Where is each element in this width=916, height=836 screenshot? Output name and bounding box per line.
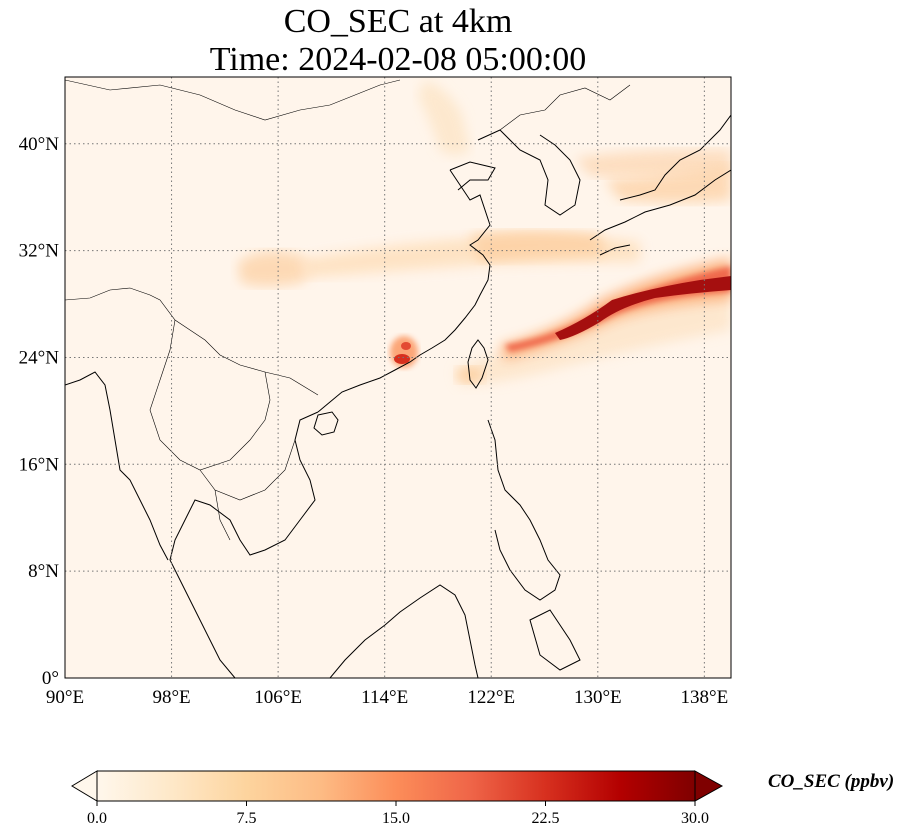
plume-east-coast [470, 231, 605, 262]
map-title: CO_SEC at 4km [283, 3, 513, 40]
lon-tick-label: 106°E [254, 687, 302, 708]
border-korea [499, 84, 631, 131]
lon-tick-label: 138°E [681, 687, 729, 708]
coastline-shandong [449, 161, 496, 191]
colorbar-min-extension [71, 770, 98, 802]
lon-tick-label: 130°E [574, 687, 622, 708]
plume-southeast-haze [455, 285, 731, 385]
lat-tick-label: 40°N [19, 134, 60, 155]
lon-tick-label: 98°E [152, 687, 190, 708]
latitude-ticks: 0° 8°N 16°N 24°N 32°N 40°N [19, 134, 60, 689]
colorbar-label: CO_SEC (ppbv) [768, 771, 894, 792]
plume-taiwan-strait-core [394, 354, 410, 364]
plume-sichuan [238, 251, 310, 287]
lon-tick-label: 114°E [361, 687, 408, 708]
colorbar-tick-label: 22.5 [532, 810, 560, 827]
plume-north [418, 80, 470, 155]
plume-japan-band [575, 149, 731, 177]
colorbar-max-extension [694, 770, 724, 802]
plume-taiwan-strait-core-2 [401, 342, 411, 350]
lon-tick-label: 90°E [46, 687, 84, 708]
coastline-taiwan [467, 339, 489, 389]
coastline-hainan [313, 411, 339, 436]
coastline-philippines [487, 419, 581, 671]
coastlines-borders [65, 79, 731, 678]
coastline-borneo [329, 584, 479, 678]
plume-east-china-sea-core [555, 276, 731, 340]
lat-tick-label: 24°N [19, 347, 60, 368]
lat-tick-label: 32°N [19, 241, 60, 262]
longitude-ticks: 90°E 98°E 106°E 114°E 122°E 130°E 138°E [46, 687, 728, 708]
border-north [65, 79, 401, 121]
colorbar-gradient [97, 771, 695, 801]
coastline-japan [589, 114, 731, 256]
map-frame [64, 76, 732, 679]
coastline-indochina [169, 411, 319, 678]
coastline-china [317, 169, 491, 413]
colorbar-tick-label: 15.0 [382, 810, 410, 827]
lon-tick-label: 122°E [467, 687, 515, 708]
plume-layer [238, 80, 731, 385]
lat-tick-label: 8°N [28, 561, 59, 582]
colorbar: 0.0 7.5 15.0 22.5 30.0 CO_SEC (ppbv) [71, 770, 894, 827]
border-indochina [149, 319, 296, 541]
co-concentration-field [65, 77, 731, 678]
lat-tick-label: 0° [42, 668, 59, 689]
colorbar-ticks: 0.0 7.5 15.0 22.5 30.0 [87, 801, 709, 827]
colorbar-tick-label: 0.0 [87, 810, 107, 827]
colorbar-tick-label: 30.0 [681, 810, 709, 827]
gridlines [65, 77, 731, 678]
plume-south-taiwan [456, 367, 484, 383]
coastline-myanmar [65, 371, 169, 561]
border-china-south [65, 287, 319, 396]
lat-tick-label: 16°N [19, 454, 60, 475]
map-subtitle-time: Time: 2024-02-08 05:00:00 [209, 41, 587, 78]
colorbar-tick-label: 7.5 [237, 810, 257, 827]
plume-japan-band-2 [605, 165, 731, 203]
coastline-korea [477, 129, 581, 216]
